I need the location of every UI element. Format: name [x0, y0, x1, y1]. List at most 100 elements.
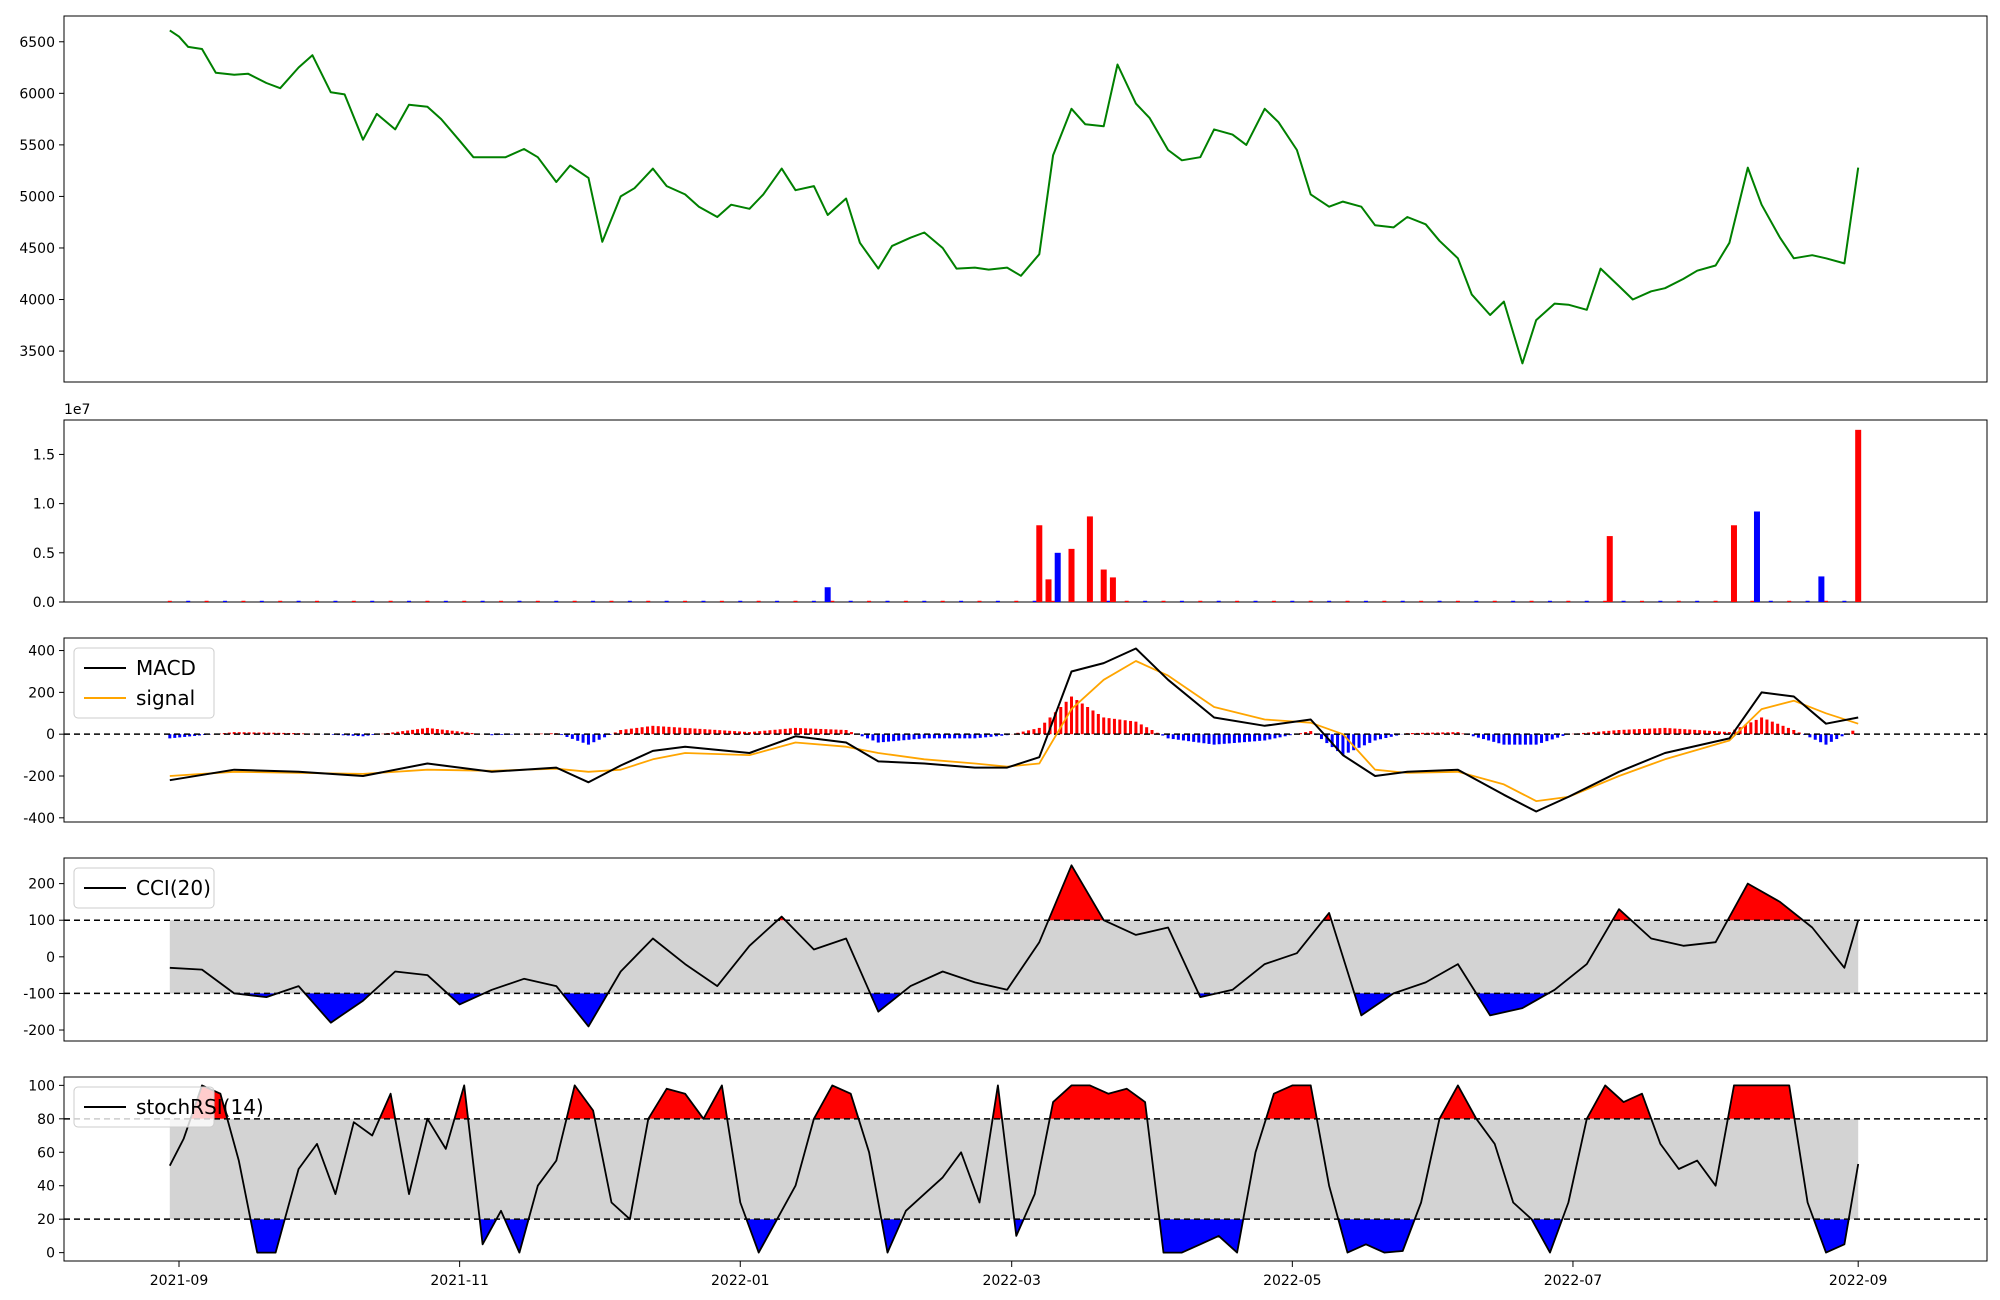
oversold-fill: [1159, 1219, 1244, 1253]
macd-histogram-bar: [814, 728, 818, 735]
volume-bar: [1271, 600, 1276, 602]
macd-histogram-bar: [292, 733, 296, 735]
x-tick-label: 2022-07: [1544, 1273, 1603, 1289]
macd-histogram-bar: [425, 727, 429, 735]
volume-bar: [1235, 600, 1240, 602]
macd-histogram-bar: [1592, 732, 1596, 735]
macd-histogram-bar: [968, 734, 972, 739]
macd-histogram-bar: [1776, 723, 1780, 735]
y-tick-label: 4000: [19, 293, 55, 309]
volume-bar: [793, 600, 798, 602]
macd-histogram-bar: [1027, 730, 1031, 735]
panel-frame: [63, 1076, 1988, 1262]
x-tick-label: 2022-01: [711, 1273, 770, 1289]
macd-histogram-bar: [1556, 734, 1560, 738]
macd-histogram-bar: [401, 731, 405, 735]
macd-histogram-bar: [1497, 734, 1501, 744]
macd-histogram-bar: [565, 734, 569, 737]
macd-histogram-bar: [1451, 732, 1455, 735]
macd-histogram-bar: [1373, 734, 1377, 741]
y-tick-label: 6500: [19, 35, 55, 51]
macd-histogram-bar: [897, 734, 901, 741]
overbought-fill: [992, 1085, 1002, 1119]
volume-bar: [701, 600, 706, 602]
macd-histogram-bar: [1086, 707, 1090, 735]
macd-histogram-bar: [272, 732, 276, 735]
macd-histogram-bar: [1368, 734, 1372, 743]
macd-histogram-bar: [1319, 734, 1323, 740]
macd-histogram-bar: [1207, 734, 1211, 744]
legend-label: MACD: [136, 656, 196, 680]
volume-bar: [1216, 600, 1221, 602]
macd-histogram-bar: [1192, 734, 1196, 742]
macd-histogram-bar: [1507, 734, 1511, 745]
macd-histogram-bar: [1150, 730, 1154, 735]
macd-histogram-bar: [629, 728, 633, 735]
overbought-fill: [1439, 1085, 1477, 1119]
volume-bar: [977, 600, 982, 602]
macd-histogram-bar: [1139, 724, 1143, 735]
macd-histogram-bar: [902, 734, 906, 741]
macd-histogram-bar: [396, 731, 400, 735]
macd-histogram-bar: [948, 734, 952, 739]
macd-histogram-bar: [470, 732, 474, 735]
volume-bar: [499, 600, 504, 602]
volume-bar: [1109, 577, 1116, 602]
macd-histogram-bar: [1352, 734, 1356, 751]
volume-bar: [1842, 600, 1847, 602]
volume-bar: [1855, 429, 1862, 602]
macd-histogram-bar: [1550, 734, 1554, 740]
y-tick-label: 20: [37, 1212, 55, 1228]
macd-histogram-bar: [640, 727, 644, 735]
macd-histogram-bar: [849, 732, 853, 735]
volume-bar: [683, 600, 688, 602]
macd-histogram-bar: [1627, 729, 1631, 735]
macd-histogram-bar: [860, 734, 864, 737]
macd-histogram-bar: [839, 729, 843, 735]
volume-bar: [1068, 548, 1075, 602]
macd-histogram-bar: [733, 731, 737, 735]
macd-histogram-bar: [1181, 734, 1185, 741]
macd-histogram-bar: [973, 734, 977, 739]
volume-bar: [554, 600, 559, 602]
macd-histogram-bar: [581, 734, 585, 743]
volume-bar: [867, 600, 872, 602]
macd-histogram-bar: [560, 734, 564, 736]
volume-panel: 0.0 0.5 1.0 1.5 1e7: [33, 402, 1988, 611]
macd-histogram-bar: [1421, 732, 1425, 735]
x-tick-label: 2022-05: [1263, 1273, 1322, 1289]
oversold-fill: [250, 1219, 285, 1253]
macd-histogram-bar: [1502, 734, 1506, 745]
macd-histogram-bar: [1840, 734, 1844, 737]
macd-histogram-bar: [586, 734, 590, 745]
macd-histogram-bar: [1053, 712, 1057, 735]
y-tick-label: 1.0: [33, 497, 55, 513]
volume-bar: [1363, 600, 1368, 602]
overbought-fill: [1727, 1085, 1795, 1119]
macd-histogram-bar: [1582, 732, 1586, 735]
volume-bar: [1198, 600, 1203, 602]
y-tick-label: 100: [28, 913, 55, 929]
macd-histogram-bar: [1431, 732, 1435, 735]
macd-histogram-bar: [871, 734, 875, 741]
oversold-fill: [1531, 1219, 1563, 1253]
macd-histogram-bar: [989, 734, 993, 737]
macd-histogram-bar: [450, 730, 454, 735]
volume-bar: [241, 600, 246, 602]
macd-histogram-bar: [1673, 728, 1677, 735]
macd-histogram-bar: [356, 734, 360, 737]
macd-histogram-bar: [688, 728, 692, 735]
macd-histogram-bar: [937, 734, 941, 739]
macd-histogram-bar: [227, 732, 231, 735]
macd-histogram-bar: [1754, 719, 1758, 735]
macd-histogram-bar: [907, 734, 911, 740]
macd-histogram-bar: [445, 730, 449, 735]
macd-histogram-bar: [1482, 734, 1486, 740]
macd-histogram-bar: [698, 728, 702, 735]
macd-histogram-bar: [1456, 732, 1460, 735]
macd-histogram-bar: [1688, 729, 1692, 735]
y-tick-label: -100: [23, 986, 55, 1002]
macd-histogram-bar: [723, 730, 727, 735]
macd-histogram-bar: [1622, 729, 1626, 735]
macd-histogram-bar: [1059, 707, 1063, 735]
